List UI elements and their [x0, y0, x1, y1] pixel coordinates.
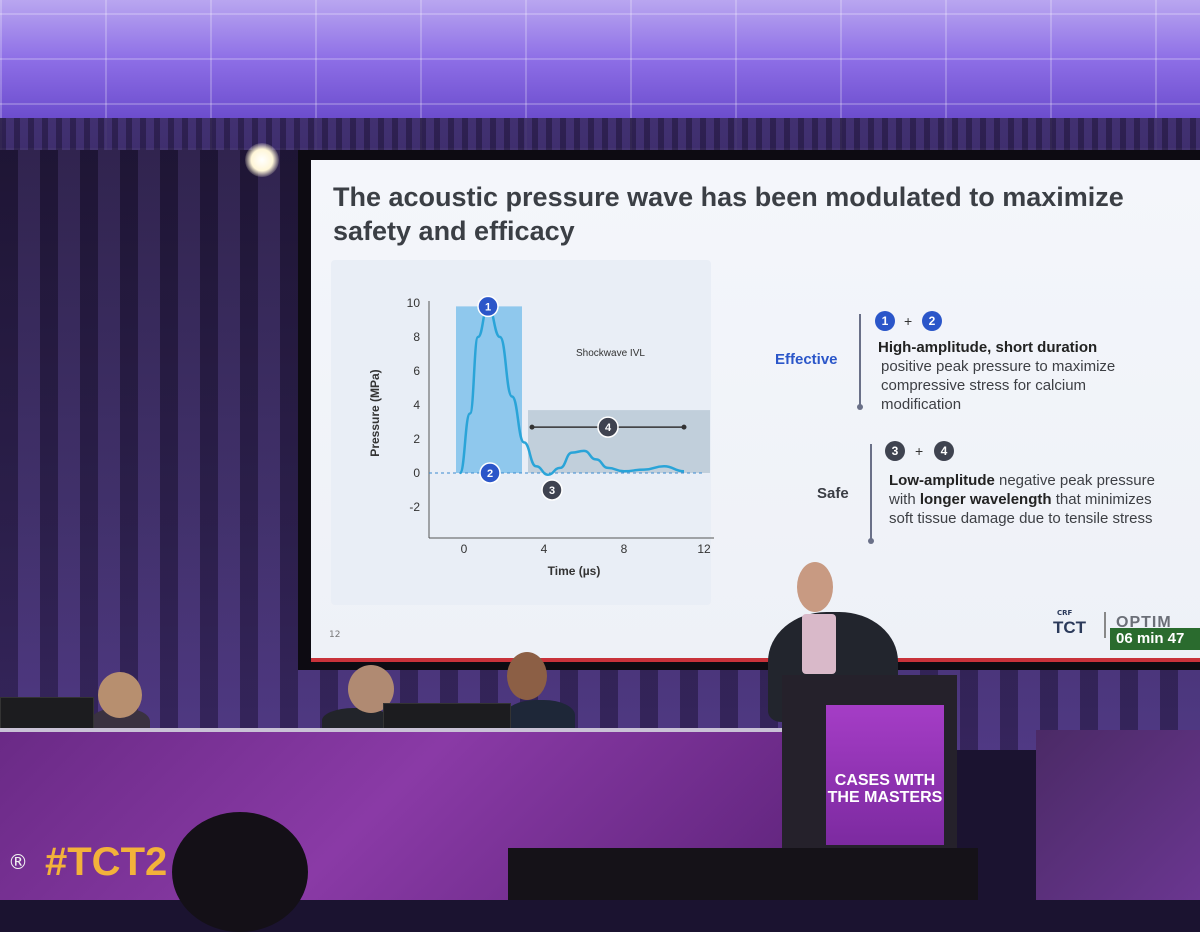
y-tick-label: 4 — [413, 398, 420, 412]
span-start-dot — [529, 424, 535, 430]
badge-2: 2 — [922, 311, 942, 331]
speaker-shirt — [802, 614, 836, 674]
chart-marker-1 — [477, 295, 499, 318]
effective-bracket-dot — [857, 404, 863, 410]
y-tick-label: 6 — [413, 364, 420, 378]
logo-divider — [1104, 612, 1106, 638]
plus-sign: + — [904, 313, 913, 329]
podium-sign — [826, 705, 944, 845]
chart-marker-4 — [597, 416, 619, 438]
span-end-dot — [681, 424, 687, 430]
speaker-head — [797, 562, 833, 612]
tct-logo: TCT — [1053, 618, 1087, 637]
y-tick-label: 0 — [413, 466, 420, 480]
safe-bold-2: longer wavelength — [919, 491, 1052, 508]
slide-number: 12 — [329, 630, 341, 640]
presentation-slide: The acoustic pressure wave has been modu… — [311, 160, 1200, 662]
crf-logo-text: CRF — [1057, 609, 1073, 617]
safe-bracket-dot — [868, 538, 874, 544]
chart-marker-label: 1 — [485, 301, 491, 313]
chart-region-compressive — [456, 306, 522, 473]
stage-front-panel — [508, 848, 978, 900]
y-axis-label: Pressure (MPa) — [368, 369, 382, 456]
safe-label: Safe — [817, 485, 849, 502]
podium-sign-text: CASES WITH THE MASTERS — [827, 772, 943, 806]
chart-marker-label: 2 — [487, 468, 493, 480]
chart-region-tensile — [528, 410, 710, 473]
badge-1: 1 — [875, 311, 895, 331]
panelist-right-head — [507, 652, 547, 700]
optim-logo: OPTIM — [1116, 614, 1172, 631]
y-tick-label: 8 — [413, 330, 420, 344]
slide-title: The acoustic pressure wave has been modu… — [333, 182, 1124, 246]
safe-bold-1: Low-amplitude — [889, 472, 995, 489]
effective-label: Effective — [775, 351, 838, 368]
registered-mark: ® — [8, 850, 28, 874]
explanation-panel: Effective 1 + 2 High-amplitude, short du… — [311, 160, 1200, 658]
panelist-left-head — [98, 672, 142, 718]
chart-marker-2 — [479, 462, 501, 484]
safe-description: Low-amplitude negative peak pressure wit… — [889, 471, 1174, 528]
spotlight — [245, 143, 279, 177]
y-tick-label: 10 — [407, 296, 421, 310]
safe-text-1: negative peak pressure with — [889, 472, 1155, 508]
x-axis-label: Time (µs) — [548, 564, 601, 578]
y-tick-label: -2 — [409, 500, 420, 514]
chart-marker-label: 3 — [549, 485, 555, 497]
effective-headline: High-amplitude, short duration — [878, 339, 1098, 356]
speaker-timer: 06 min 47 — [1110, 628, 1200, 650]
effective-description: positive peak pressure to maximize compr… — [881, 358, 1116, 413]
x-tick-label: 8 — [621, 542, 628, 556]
badge-4: 4 — [934, 441, 954, 461]
safe-bracket — [870, 444, 872, 540]
effective-bracket — [859, 314, 861, 406]
x-tick-label: 12 — [697, 542, 711, 556]
audience-head — [172, 812, 308, 932]
event-hashtag: #TCT2 — [45, 840, 168, 884]
safe-text-2: that minimizes soft tissue damage due to… — [889, 491, 1153, 527]
side-stand — [1036, 730, 1200, 900]
y-tick-label: 2 — [413, 432, 420, 446]
chart-marker-label: 4 — [605, 422, 612, 434]
x-tick-label: 0 — [461, 542, 468, 556]
x-tick-label: 4 — [541, 542, 548, 556]
chart-annotation: Shockwave IVL — [576, 348, 645, 359]
chart-marker-3 — [541, 479, 563, 501]
badge-3: 3 — [885, 441, 905, 461]
plus-sign-2: + — [915, 443, 924, 459]
